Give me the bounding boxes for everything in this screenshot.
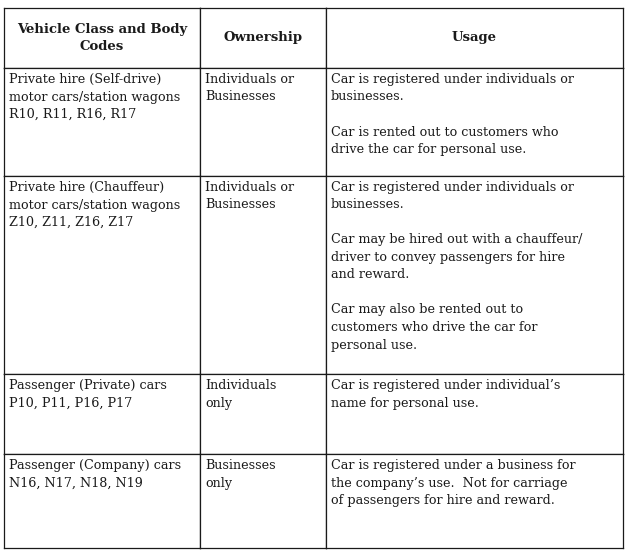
Text: Car is registered under a business for
the company’s use.  Not for carriage
of p: Car is registered under a business for t…: [331, 459, 576, 507]
Text: Passenger (Private) cars
P10, P11, P16, P17: Passenger (Private) cars P10, P11, P16, …: [9, 379, 167, 410]
Text: Individuals
only: Individuals only: [205, 379, 276, 410]
Text: Private hire (Self-drive)
motor cars/station wagons
R10, R11, R16, R17: Private hire (Self-drive) motor cars/sta…: [9, 73, 180, 121]
Text: Usage: Usage: [452, 32, 497, 44]
Text: Vehicle Class and Body
Codes: Vehicle Class and Body Codes: [17, 23, 187, 53]
Text: Businesses
only: Businesses only: [205, 459, 275, 489]
Text: Individuals or
Businesses: Individuals or Businesses: [205, 73, 294, 103]
Text: Private hire (Chauffeur)
motor cars/station wagons
Z10, Z11, Z16, Z17: Private hire (Chauffeur) motor cars/stat…: [9, 181, 180, 229]
Text: Car is registered under individual’s
name for personal use.: Car is registered under individual’s nam…: [331, 379, 560, 410]
Text: Individuals or
Businesses: Individuals or Businesses: [205, 181, 294, 211]
Text: Ownership: Ownership: [223, 32, 302, 44]
Text: Passenger (Company) cars
N16, N17, N18, N19: Passenger (Company) cars N16, N17, N18, …: [9, 459, 181, 489]
Text: Car is registered under individuals or
businesses.

Car is rented out to custome: Car is registered under individuals or b…: [331, 73, 574, 156]
Text: Car is registered under individuals or
businesses.

Car may be hired out with a : Car is registered under individuals or b…: [331, 181, 582, 351]
